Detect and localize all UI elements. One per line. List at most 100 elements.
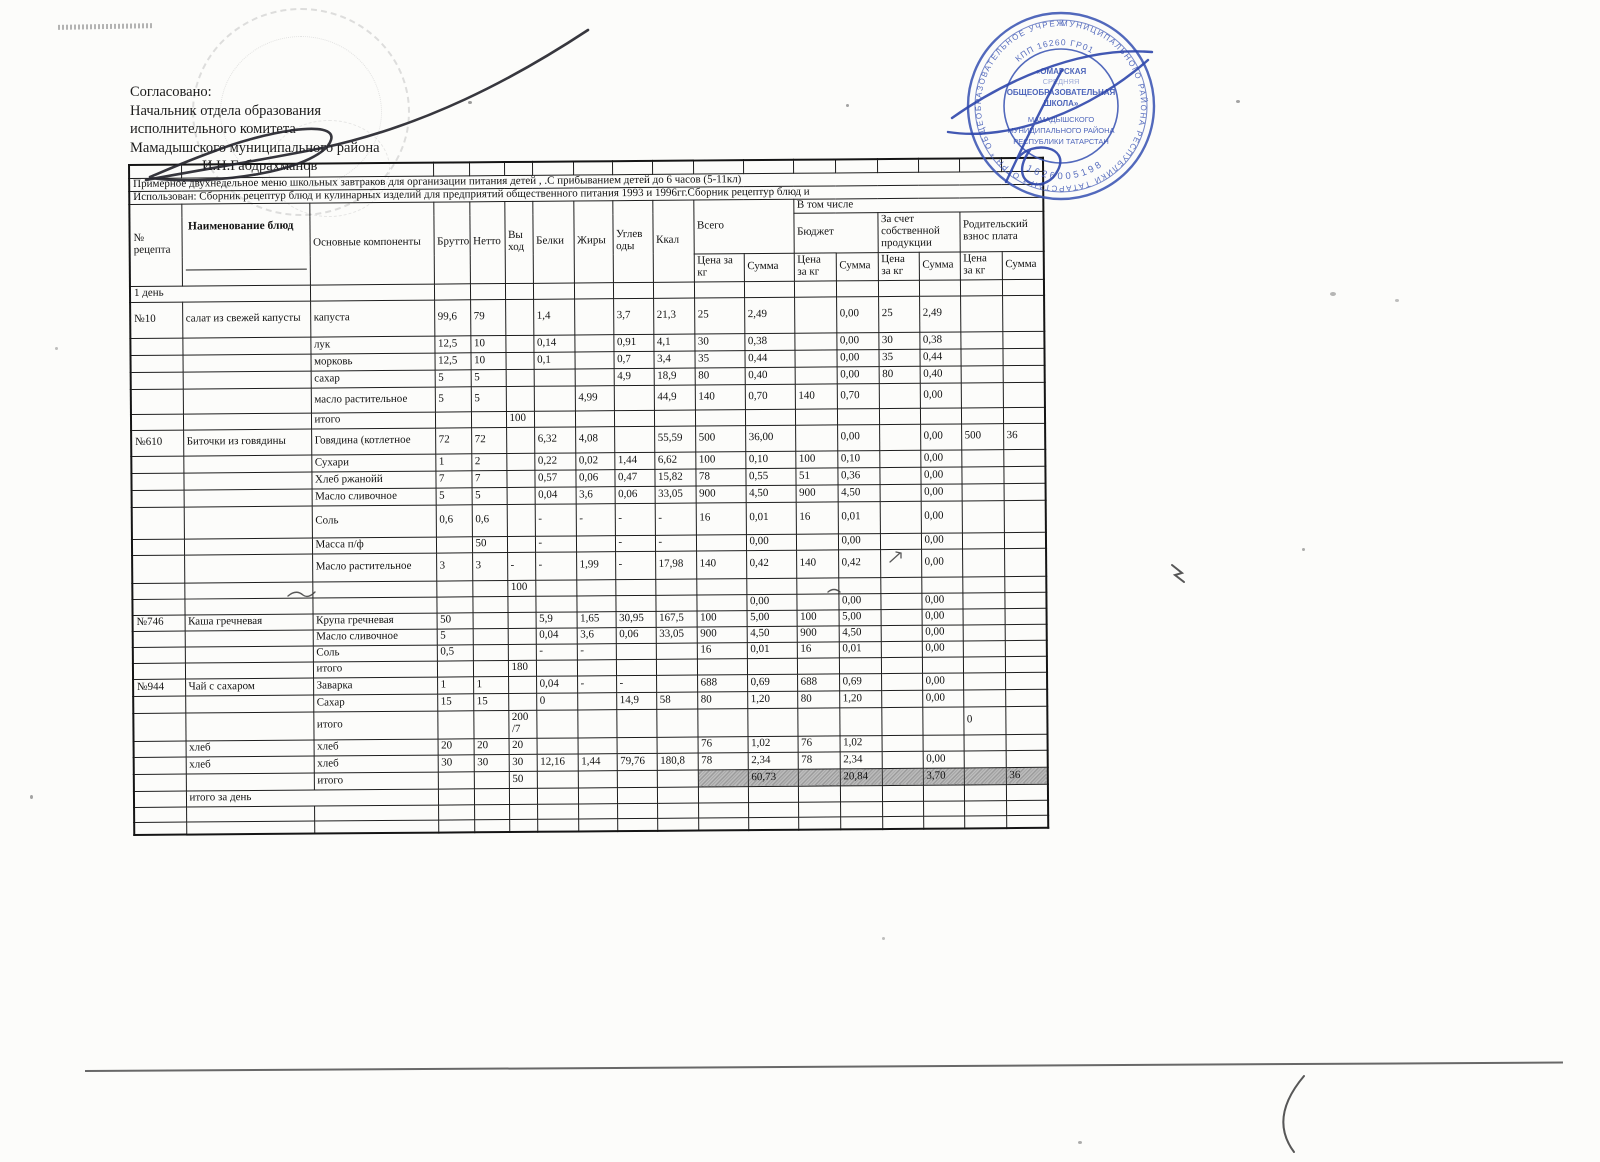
table-cell: 1,65 [576, 611, 616, 628]
table-cell [133, 773, 186, 792]
table-cell: 15,82 [654, 468, 696, 487]
header-col-gross: Брутто [433, 201, 470, 284]
table-cell: 30 [508, 754, 537, 772]
table-cell: - [576, 643, 616, 660]
table-cell [182, 387, 311, 414]
table-cell [577, 787, 618, 804]
table-cell [963, 767, 1006, 785]
table-cell: 140 [796, 549, 839, 579]
table-cell [922, 784, 965, 802]
table-cell [505, 352, 534, 370]
table-cell [575, 535, 616, 552]
table-cell: 0,01 [745, 502, 796, 535]
table-cell [312, 596, 437, 614]
table-cell [877, 280, 920, 297]
table-cell [309, 283, 435, 301]
table-cell [615, 595, 656, 612]
dish-name-label: Наименование блюд [184, 218, 307, 271]
table-cell [533, 385, 575, 412]
table-cell [1005, 689, 1048, 707]
table-cell [1002, 382, 1045, 408]
table-cell [472, 596, 508, 613]
table-cell [882, 801, 924, 817]
table-cell [473, 771, 509, 789]
table-cell [653, 409, 696, 427]
table-cell [960, 348, 1003, 366]
table-cell: 0,40 [744, 367, 795, 385]
table-cell: 10 [470, 335, 506, 353]
header-group-total: Всего [693, 199, 794, 254]
table-cell [838, 577, 881, 594]
table-cell [747, 708, 798, 737]
table-cell: 0,70 [744, 384, 795, 410]
table-cell [657, 817, 699, 832]
table-cell: Чай с сахаром [185, 677, 314, 696]
table-cell: 0,00 [836, 366, 879, 384]
stamp-center-text: «ОМАРСКАЯ СРЕДНЯЯ ОБЩЕОБРАЗОВАТЕЛЬНАЯ ШК… [1007, 67, 1116, 146]
table-cell: 0,04 [535, 627, 577, 645]
approval-line: исполнительного комитета [130, 121, 296, 137]
table-cell: - [535, 551, 577, 581]
table-cell: 12,5 [434, 335, 471, 353]
header-col-price-kg: Цена за кг [959, 251, 1002, 280]
table-cell [693, 281, 745, 298]
table-cell [961, 532, 1005, 549]
table-cell: итого за день [185, 788, 439, 807]
table-cell [960, 295, 1003, 332]
table-cell: 0,00 [922, 750, 964, 769]
table-cell [134, 806, 187, 823]
table-cell: 0,01 [838, 641, 881, 658]
table-cell [923, 815, 965, 830]
table-cell: 900 [696, 626, 747, 643]
scan-noise-speck [1302, 548, 1305, 551]
table-cell [1002, 331, 1045, 349]
table-cell: 5 [434, 369, 471, 387]
table-cell: 79,76 [616, 753, 657, 771]
table-cell [183, 454, 312, 473]
table-cell: 4,50 [838, 625, 881, 642]
table-cell [617, 803, 658, 819]
table-cell: 80 [797, 690, 840, 709]
header-col-sum: Сумма [918, 251, 960, 281]
table-cell [505, 386, 534, 412]
table-cell: - [535, 643, 577, 661]
scan-noise-speck [846, 104, 849, 107]
table-cell: 0,00 [920, 532, 963, 550]
table-cell [532, 282, 575, 300]
table-cell [574, 368, 614, 386]
table-cell [881, 735, 923, 752]
table-cell: 0,00 [838, 593, 881, 610]
table-cell: 688 [697, 674, 748, 692]
table-cell: 2,49 [744, 297, 795, 334]
table-cell [131, 489, 184, 508]
table-cell [438, 804, 475, 820]
table-cell [437, 788, 475, 805]
stamp-ring-text: МУНИЦИПАЛЬНОГО РАЙОНА РЕСПУБЛИКИ ТАТАРСТ… [950, 2, 1147, 193]
svg-text:ОБЩЕОБРАЗОВАТЕЛЬНАЯ: ОБЩЕОБРАЗОВАТЕЛЬНАЯ [1007, 88, 1116, 97]
table-cell: 20 [473, 738, 509, 755]
table-cell: 12,16 [536, 753, 578, 772]
table-cell: 0,7 [613, 351, 654, 369]
table-cell: 0,10 [745, 451, 796, 469]
table-cell [961, 500, 1004, 533]
table-cell: 1 [435, 453, 472, 471]
table-cell: морковь [310, 352, 435, 371]
table-cell: 0,00 [921, 640, 963, 658]
table-cell: 0,00 [836, 296, 879, 333]
table-cell [314, 819, 439, 834]
table-cell [133, 740, 186, 758]
table-cell [962, 640, 1005, 657]
table-cell: 0,00 [920, 483, 962, 502]
table-cell: 6,32 [534, 426, 576, 454]
table-cell [132, 662, 186, 680]
svg-text:МАМАДЫШСКОГО: МАМАДЫШСКОГО [1028, 115, 1095, 124]
table-cell: 0,38 [919, 331, 961, 350]
table-cell: 167,5 [655, 610, 697, 628]
table-cell [918, 279, 961, 297]
table-cell [881, 673, 923, 691]
table-cell: 5 [436, 628, 473, 645]
table-cell [130, 354, 183, 373]
table-cell [185, 694, 314, 713]
table-cell: - [616, 675, 657, 693]
table-cell [836, 408, 880, 425]
